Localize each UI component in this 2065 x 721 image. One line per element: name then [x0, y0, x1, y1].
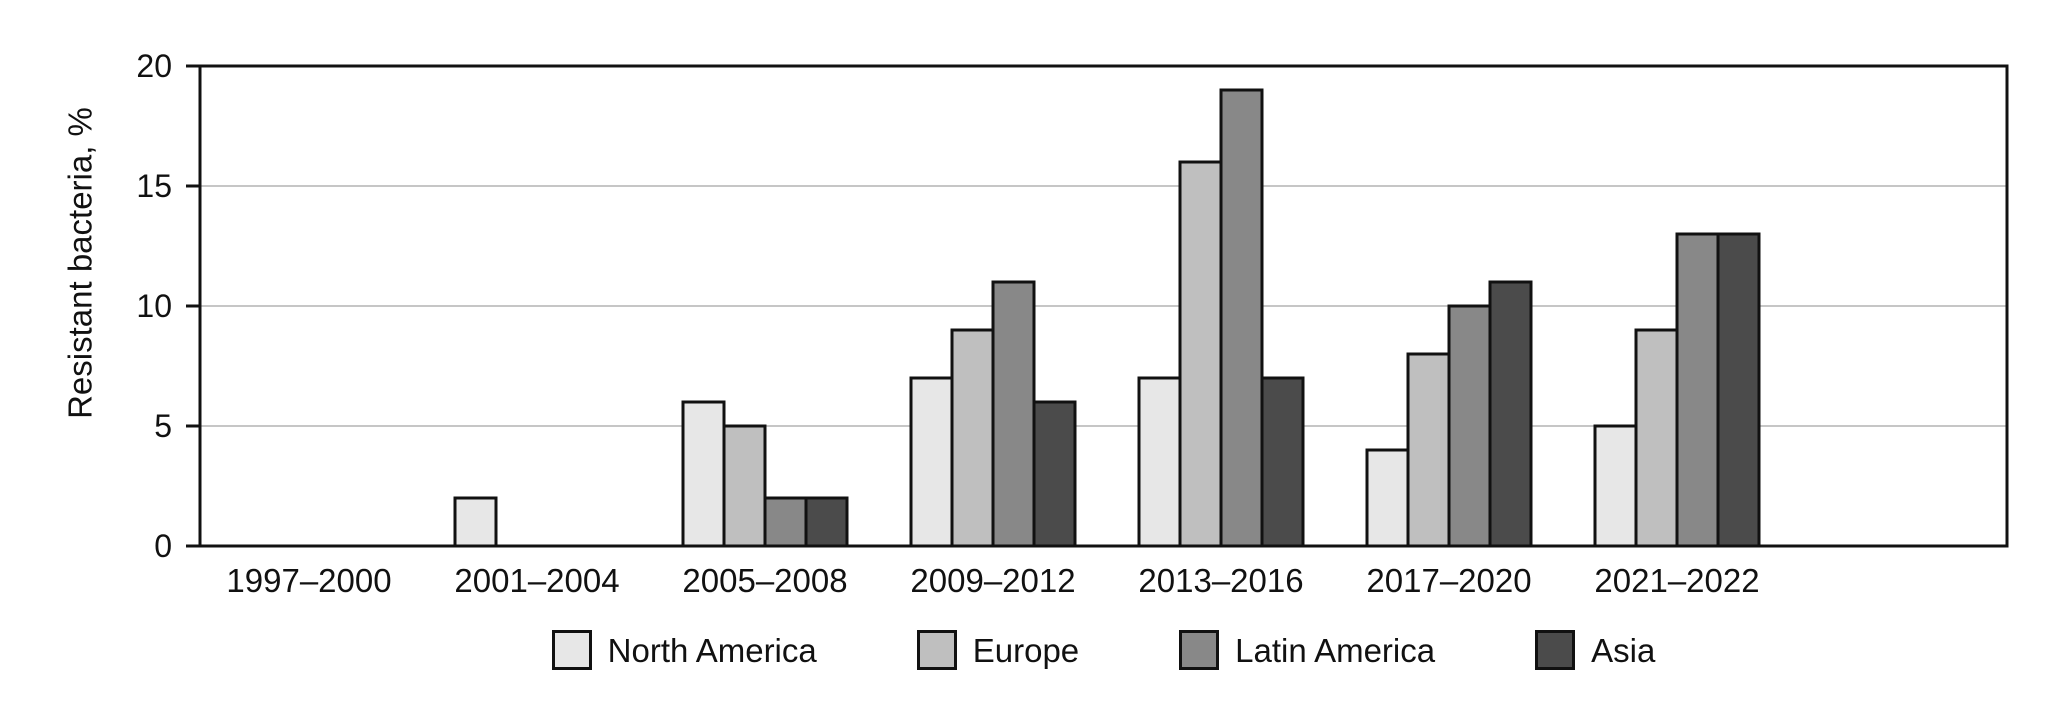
x-tick-label: 1997–2000 — [226, 562, 391, 599]
bars-layer — [453, 88, 1761, 548]
legend-label: Europe — [972, 631, 1080, 669]
y-tick-label: 20 — [136, 48, 172, 84]
bar-latin-america — [991, 280, 1036, 548]
bar-asia — [1032, 400, 1077, 548]
legend-item: Asia — [1535, 630, 1655, 670]
bar-europe — [950, 328, 995, 548]
y-tick-label: 5 — [154, 408, 172, 444]
legend-swatch-latin-america — [1179, 630, 1220, 670]
legend-swatch-europe — [916, 630, 957, 670]
legend-swatch-north-america — [551, 630, 592, 670]
bar-north-america — [909, 376, 954, 548]
bar-asia — [804, 496, 849, 548]
y-tick-label: 15 — [136, 168, 172, 204]
bar-north-america — [1593, 424, 1638, 548]
chart-legend: North America Europe Latin America Asia — [200, 630, 2007, 670]
bar-north-america — [1365, 448, 1410, 548]
x-tick-label: 2013–2016 — [1138, 562, 1303, 599]
y-tick-label: 10 — [136, 288, 172, 324]
x-tick-label: 2005–2008 — [682, 562, 847, 599]
bar-latin-america — [1447, 304, 1492, 548]
bar-asia — [1488, 280, 1533, 548]
legend-item: North America — [551, 630, 817, 670]
bar-latin-america — [1675, 232, 1720, 548]
bar-north-america — [1137, 376, 1182, 548]
legend-label: North America — [607, 631, 817, 669]
legend-item: Europe — [916, 630, 1080, 670]
y-axis-title: Resistant bacteria, % — [62, 107, 99, 419]
bar-europe — [722, 424, 767, 548]
bar-asia — [1716, 232, 1761, 548]
legend-label: Asia — [1591, 631, 1656, 669]
bar-north-america — [453, 496, 498, 548]
y-tick-label: 0 — [154, 528, 172, 564]
bar-europe — [1178, 160, 1223, 548]
bar-latin-america — [1219, 88, 1264, 548]
x-tick-label: 2021–2022 — [1594, 562, 1759, 599]
bar-north-america — [681, 400, 726, 548]
bar-asia — [1260, 376, 1305, 548]
legend-item: Latin America — [1179, 630, 1435, 670]
bar-europe — [1634, 328, 1679, 548]
bar-latin-america — [763, 496, 808, 548]
x-tick-label: 2017–2020 — [1366, 562, 1531, 599]
x-tick-label: 2009–2012 — [910, 562, 1075, 599]
axes-layer: 0 5 10 15 20 1997–2000 2001–2004 2005–2008 2009–… — [136, 48, 2009, 599]
legend-swatch-asia — [1535, 630, 1576, 670]
legend-label: Latin America — [1235, 631, 1436, 669]
plot-frame — [198, 64, 2009, 548]
bar-europe — [1406, 352, 1451, 548]
x-tick-label: 2001–2004 — [454, 562, 619, 599]
